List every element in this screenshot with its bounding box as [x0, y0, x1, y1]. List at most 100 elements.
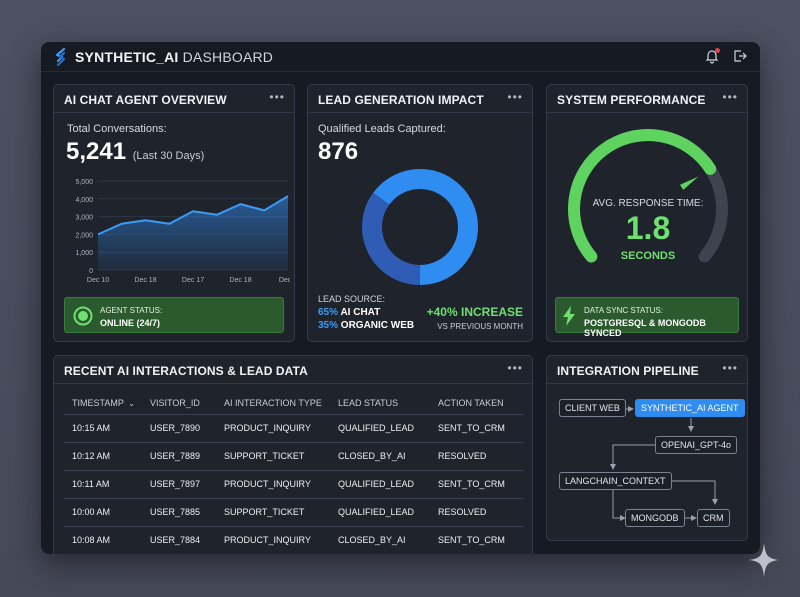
data-sync-status-box: DATA SYNC STATUS: POSTGRESQL & MONGODB S… — [555, 297, 739, 338]
bell-icon[interactable] — [704, 48, 720, 64]
area-fill — [98, 196, 288, 270]
card-title: AI CHAT AGENT OVERVIEW — [64, 93, 227, 107]
total-value: 5,241 — [66, 138, 127, 165]
donut-slice-ai-chat — [373, 169, 478, 285]
source-web-pct: 35% — [318, 320, 339, 331]
lead-generation-card: LEAD GENERATION IMPACT ••• Qualified Lea… — [307, 84, 533, 342]
more-menu-icon[interactable]: ••• — [269, 90, 285, 104]
card-title: LEAD GENERATION IMPACT — [318, 93, 484, 107]
total-conversations-label: Total Conversations: — [67, 123, 167, 135]
source-ai-pct: 65% — [318, 307, 339, 318]
sync-status-value: POSTGRESQL & MONGODB SYNCED — [584, 318, 706, 338]
increase-value: +40% INCREASE — [426, 305, 523, 319]
agent-status-value: ONLINE (24/7) — [100, 318, 161, 328]
table-row[interactable]: 10:11 AM USER_7897 PRODUCT_INQUIRY QUALI… — [64, 470, 524, 499]
node-mongodb[interactable]: MONGODB — [625, 509, 685, 527]
qualified-leads-value: 876 — [318, 138, 359, 165]
cell-type: SUPPORT_TICKET — [216, 442, 330, 471]
y-tick-label: 5,000 — [75, 179, 93, 186]
agent-status-box: AGENT STATUS: ONLINE (24/7) — [64, 297, 284, 333]
chevron-down-icon: ⌄ — [128, 398, 135, 408]
cell-timestamp: 10:15 AM — [64, 414, 142, 443]
cell-visitor: USER_7890 — [142, 414, 216, 443]
gauge-fill — [568, 129, 717, 263]
app-title: SYNTHETIC_AI DASHBOARD — [75, 49, 273, 65]
vs-previous-label: VS PREVIOUS MONTH — [437, 322, 523, 331]
cell-action: RESOLVED — [430, 498, 524, 527]
column-header-visitor[interactable]: VISITOR_ID — [142, 392, 216, 415]
table-row[interactable]: 10:12 AM USER_7889 SUPPORT_TICKET CLOSED… — [64, 442, 524, 471]
x-tick-label: Dec 5 — [279, 277, 290, 284]
more-menu-icon[interactable]: ••• — [722, 361, 738, 375]
cell-visitor: USER_7897 — [142, 470, 216, 499]
source-ai-label: AI CHAT — [340, 307, 381, 318]
lead-source-donut — [362, 169, 478, 285]
cell-type: PRODUCT_INQUIRY — [216, 526, 330, 554]
node-crm[interactable]: CRM — [697, 509, 730, 527]
lead-source-label: LEAD SOURCE: — [318, 294, 386, 304]
cell-action: SENT_TO_CRM — [430, 470, 524, 499]
s-logo-icon — [55, 47, 66, 66]
column-header-label: TIMESTAMP — [72, 397, 124, 408]
pipeline-connectors — [610, 406, 718, 521]
divider — [547, 383, 747, 384]
sync-status-label: DATA SYNC STATUS: — [584, 306, 663, 315]
cell-visitor: USER_7885 — [142, 498, 216, 527]
source-web-row: 35% ORGANIC WEB — [318, 320, 414, 331]
node-client-web[interactable]: CLIENT WEB — [559, 399, 626, 417]
card-title: SYSTEM PERFORMANCE — [557, 93, 706, 107]
title-bar: SYNTHETIC_AI DASHBOARD — [41, 42, 760, 72]
cell-action: SENT_TO_CRM — [430, 526, 524, 554]
more-menu-icon[interactable]: ••• — [722, 90, 738, 104]
cell-status: CLOSED_BY_AI — [330, 442, 430, 471]
chat-overview-card: AI CHAT AGENT OVERVIEW ••• Total Convers… — [53, 84, 295, 342]
node-synthetic-ai-agent[interactable]: SYNTHETIC_AI AGENT — [635, 399, 745, 417]
x-tick-label: Dec 18 — [229, 277, 251, 284]
card-title: RECENT AI INTERACTIONS & LEAD DATA — [64, 364, 308, 378]
column-header-timestamp[interactable]: TIMESTAMP ⌄ — [64, 392, 142, 415]
cell-status: QUALIFIED_LEAD — [330, 470, 430, 499]
table-row[interactable]: 10:08 AM USER_7884 PRODUCT_INQUIRY CLOSE… — [64, 526, 524, 554]
more-menu-icon[interactable]: ••• — [507, 361, 523, 375]
x-tick-label: Dec 18 — [134, 277, 156, 284]
node-langchain[interactable]: LANGCHAIN_CONTEXT — [559, 472, 672, 490]
lightning-icon — [563, 306, 575, 326]
table-row[interactable]: 10:00 AM USER_7885 SUPPORT_TICKET QUALIF… — [64, 498, 524, 527]
more-menu-icon[interactable]: ••• — [507, 90, 523, 104]
divider — [54, 383, 532, 384]
series-line — [97, 195, 289, 236]
y-tick-label: 1,000 — [75, 250, 93, 257]
table-header-row: TIMESTAMP ⌄ VISITOR_ID AI INTERACTION TY… — [64, 392, 524, 415]
agent-status-label: AGENT STATUS: — [100, 306, 163, 315]
node-openai[interactable]: OPENAI_GPT-4o — [655, 436, 738, 454]
system-performance-card: SYSTEM PERFORMANCE ••• AVG. RESPONSE TIM… — [546, 84, 748, 342]
cell-status: QUALIFIED_LEAD — [330, 414, 430, 443]
gauge-value: 1.8 — [625, 210, 671, 246]
table-row[interactable]: 10:15 AM USER_7890 PRODUCT_INQUIRY QUALI… — [64, 414, 524, 443]
column-header-type[interactable]: AI INTERACTION TYPE — [216, 392, 330, 415]
cell-visitor: USER_7889 — [142, 442, 216, 471]
cell-timestamp: 10:08 AM — [64, 526, 142, 554]
cell-status: QUALIFIED_LEAD — [330, 498, 430, 527]
notification-dot — [715, 48, 720, 53]
logout-icon[interactable] — [732, 48, 748, 64]
qualified-leads-label: Qualified Leads Captured: — [318, 123, 446, 135]
card-title: INTEGRATION PIPELINE — [557, 364, 699, 378]
integration-pipeline-card: INTEGRATION PIPELINE ••• CLIENT WEB SYNT… — [546, 355, 748, 541]
column-header-action[interactable]: ACTION TAKEN — [430, 392, 524, 415]
divider — [54, 112, 294, 113]
app-title-bold: SYNTHETIC_AI — [75, 48, 179, 65]
y-tick-label: 2,000 — [75, 232, 93, 239]
column-header-status[interactable]: LEAD STATUS — [330, 392, 430, 415]
cell-type: PRODUCT_INQUIRY — [216, 470, 330, 499]
cell-status: CLOSED_BY_AI — [330, 526, 430, 554]
cell-type: PRODUCT_INQUIRY — [216, 414, 330, 443]
gauge-needle — [680, 176, 699, 190]
donut-slice-organic-web — [362, 192, 421, 285]
y-tick-label: 4,000 — [75, 197, 93, 204]
cell-timestamp: 10:11 AM — [64, 470, 142, 499]
y-tick-label: 3,000 — [75, 215, 93, 222]
divider — [308, 112, 532, 113]
sparkle-icon — [749, 543, 779, 577]
source-web-label: ORGANIC WEB — [340, 320, 415, 331]
